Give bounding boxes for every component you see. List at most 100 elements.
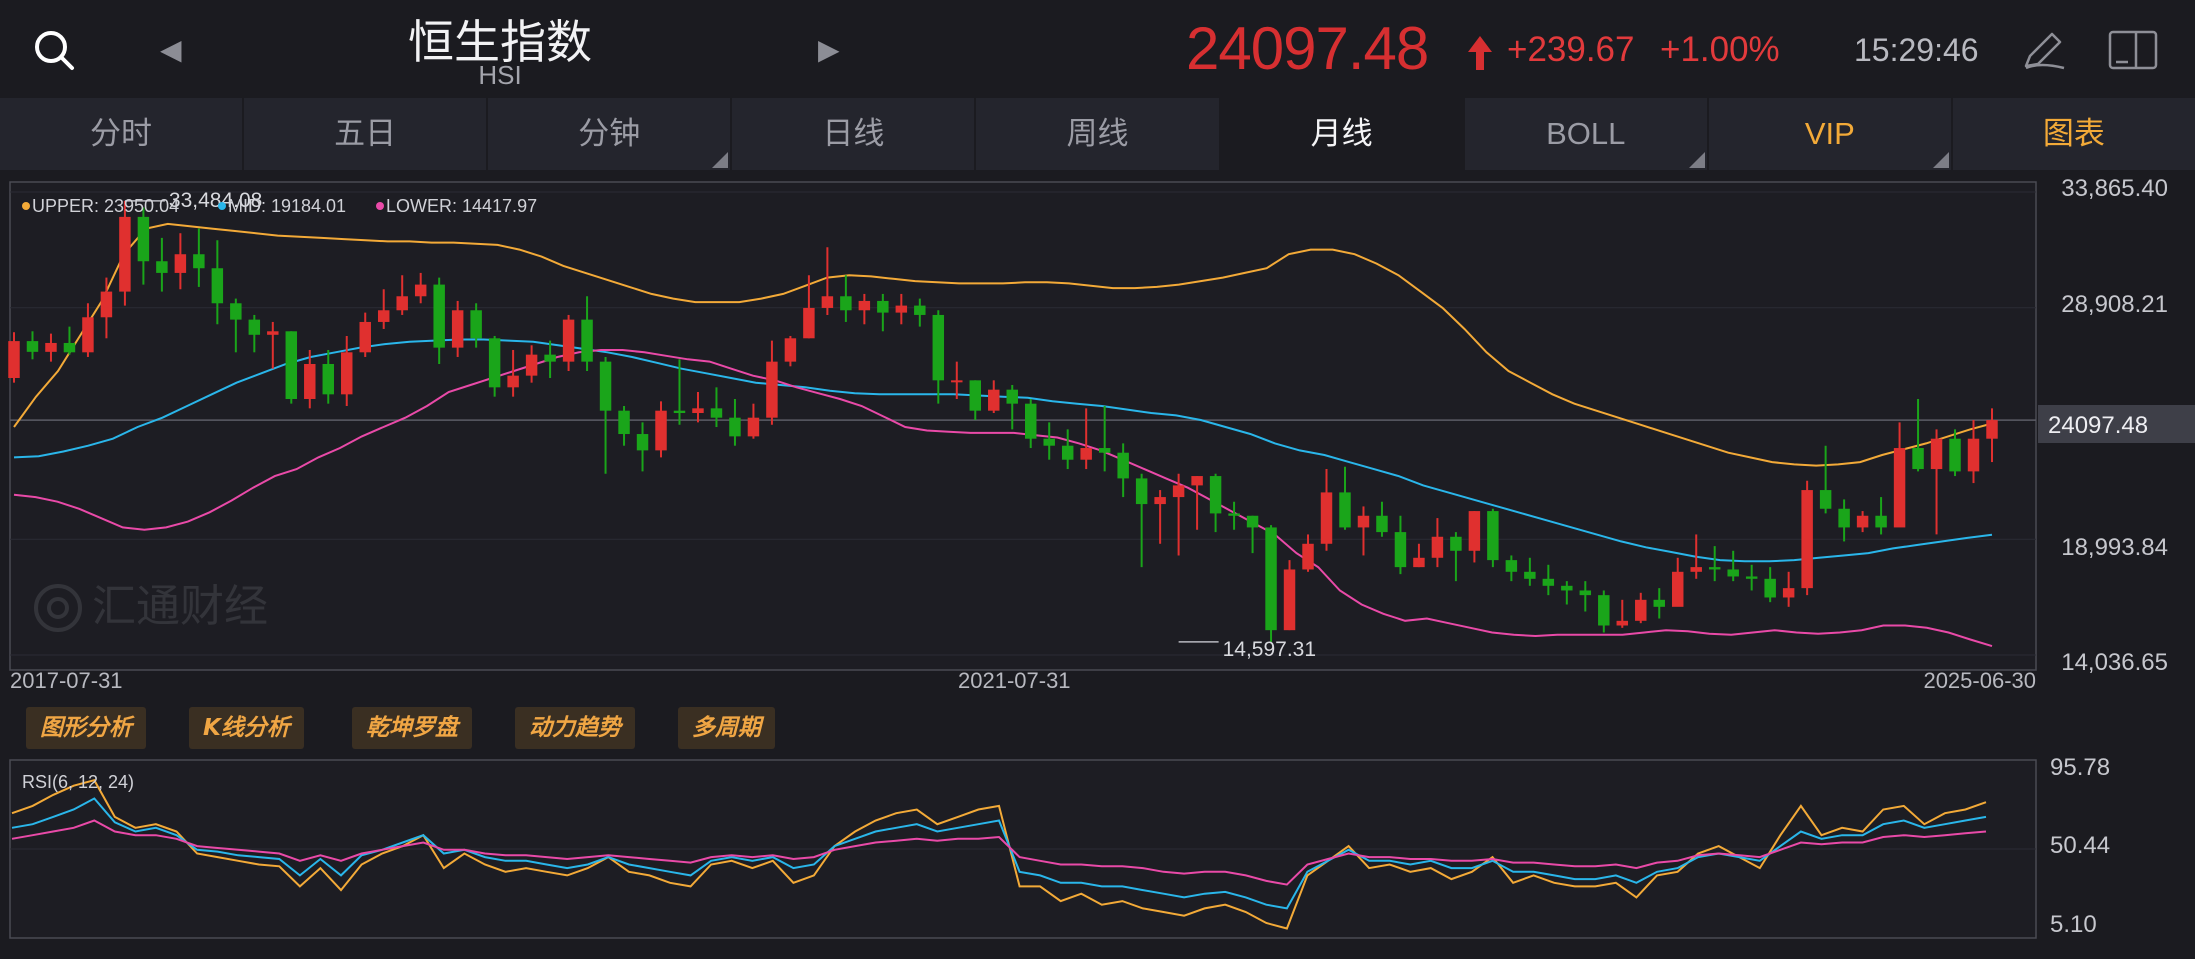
index-code: HSI (478, 60, 522, 90)
candle-body (1006, 389, 1018, 404)
candlestick (82, 303, 94, 357)
tool-graph-analysis[interactable]: 图形分析 (26, 707, 146, 749)
candle-body (1246, 515, 1259, 528)
y-tick-label: 28,908.21 (2061, 291, 2168, 318)
candlestick (8, 332, 20, 383)
candle-body (1930, 438, 1943, 470)
candle-body (100, 291, 113, 318)
candle-body (1339, 492, 1351, 528)
rsi-chart[interactable]: RSI(6, 12, 24) 95.78 50.44 5.10 (0, 752, 2195, 959)
boll-upper-line (13, 222, 1993, 467)
tab-boll[interactable]: BOLL (1465, 98, 1709, 170)
candlestick (1745, 564, 1758, 591)
next-arrow-icon[interactable]: ▶ (818, 34, 840, 65)
candle-body (359, 321, 371, 353)
current-price-label: 24097.48 (2048, 412, 2148, 439)
candle-body (1875, 515, 1887, 528)
candle-body (82, 317, 94, 353)
candlestick (63, 326, 76, 355)
candle-body (766, 361, 778, 418)
candlestick (1394, 515, 1407, 575)
candlestick (1893, 422, 1906, 528)
candle-body (1727, 569, 1739, 577)
legend-lower: LOWER: 14417.97 (386, 196, 537, 216)
candle-body (1653, 599, 1665, 607)
legend-mid: MID: 19184.01 (228, 196, 346, 216)
candlestick (470, 303, 482, 348)
boll-lower-line (13, 349, 1993, 648)
candlestick (100, 277, 113, 339)
search-icon[interactable] (32, 28, 76, 72)
candle-body (267, 331, 279, 335)
candlestick (729, 399, 741, 446)
candle-body (341, 352, 353, 395)
candlestick (618, 406, 630, 446)
candlestick (1450, 532, 1462, 582)
candle-body (562, 319, 575, 362)
candle-body (1616, 620, 1629, 626)
candle-body (285, 331, 298, 400)
candlestick (174, 233, 187, 290)
candlestick (562, 314, 575, 371)
candle-body (1912, 448, 1924, 470)
candle-body (1080, 448, 1092, 460)
candlestick (747, 403, 760, 439)
candle-body (784, 338, 797, 362)
extreme-label: 33,484.08 (169, 189, 262, 212)
tab-yuexian[interactable]: 月线 (1220, 98, 1465, 170)
candle-body (322, 363, 334, 395)
candle-body (156, 261, 168, 273)
up-arrow-icon (1468, 36, 1492, 70)
candlestick (1727, 550, 1739, 582)
y-tick-label: 14,036.65 (2061, 649, 2168, 676)
candle-body (914, 305, 926, 315)
candlestick (1598, 590, 1610, 633)
candlestick (1930, 429, 1943, 535)
tool-kline-analysis[interactable]: K线分析 (189, 707, 304, 749)
candlestick (1801, 480, 1813, 596)
quote-header: ◀ 恒生指数 HSI ▶ 24097.48 +239.67 +1.00% 15:… (0, 0, 2195, 98)
rsi6-line (11, 779, 1987, 930)
candle-body (1487, 511, 1499, 561)
candle-body (433, 284, 445, 348)
candle-body (1893, 448, 1906, 528)
candlestick (544, 340, 556, 378)
candle-body (1986, 420, 1998, 439)
kline-chart[interactable]: 33,484.08 14,597.31 汇通财经 UPPER: 23950.04 … (0, 170, 2195, 690)
layout-icon[interactable] (2106, 28, 2160, 72)
candlestick (932, 310, 945, 404)
candlestick (285, 331, 298, 404)
candle-body (1394, 532, 1407, 568)
candlestick (710, 387, 723, 428)
tab-vip[interactable]: VIP (1709, 98, 1953, 170)
candlestick (1024, 399, 1037, 449)
candlestick (507, 349, 519, 397)
candlestick (1246, 515, 1259, 554)
candlestick (525, 345, 538, 383)
candlestick (359, 312, 371, 357)
candlestick (1191, 476, 1203, 530)
candlestick (655, 401, 667, 458)
tab-chart[interactable]: 图表 (2042, 116, 2105, 151)
tab-fenzhong[interactable]: 分钟 (488, 98, 733, 170)
prev-arrow-icon[interactable]: ◀ (160, 34, 182, 65)
candlestick (1838, 499, 1850, 542)
tab-wuri[interactable]: 五日 (244, 98, 489, 170)
legend-upper: UPPER: 23950.04 (32, 196, 179, 216)
candle-body (932, 314, 945, 381)
candle-body (1745, 576, 1758, 579)
candlestick (1616, 599, 1629, 628)
y-tick-label: 18,993.84 (2061, 534, 2168, 561)
pen-icon[interactable] (2020, 28, 2068, 72)
tab-fenshi[interactable]: 分时 (0, 98, 245, 170)
tool-compass[interactable]: 乾坤罗盘 (352, 707, 472, 749)
tool-multi-period[interactable]: 多周期 (678, 707, 775, 749)
candle-body (840, 296, 852, 311)
svg-text:汇通财经: 汇通财经 (92, 582, 268, 631)
tab-zhouxian[interactable]: 周线 (976, 98, 1221, 170)
candlestick (1561, 581, 1573, 605)
candlestick (1487, 508, 1499, 568)
tab-rixian[interactable]: 日线 (732, 98, 977, 170)
tool-momentum[interactable]: 动力趋势 (515, 707, 635, 749)
candlestick (858, 293, 871, 325)
